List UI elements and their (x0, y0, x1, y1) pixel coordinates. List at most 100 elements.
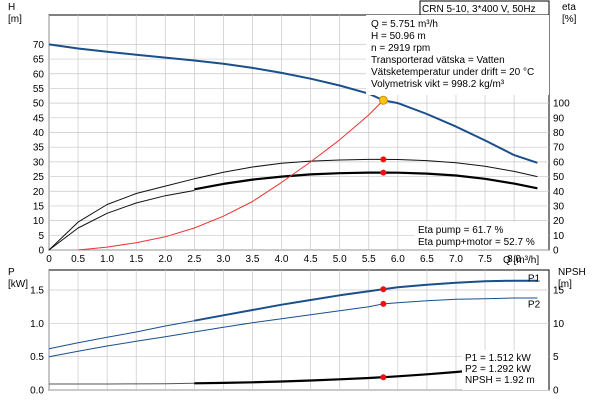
data-point (380, 374, 387, 381)
eta-box (414, 222, 548, 249)
p-tick-label: 0.0 (30, 386, 44, 397)
info-line: Volymetrisk vikt = 998.2 kg/m³ (371, 79, 505, 90)
upper-y-label-left: H [m] (8, 2, 22, 25)
y-left-tick-label: 20 (33, 187, 45, 198)
npsh-tick-label: 15 (553, 286, 565, 297)
curve-label: P2 (528, 300, 541, 311)
data-point (380, 169, 387, 176)
operating-point-info: Q = 5.751 m³/hH = 50.96 mn = 2919 rpmTra… (371, 19, 534, 90)
y-left-tick-label: 5 (38, 231, 44, 242)
x-tick-label: 2.0 (158, 254, 172, 265)
x-tick-label: 1.5 (129, 254, 143, 265)
power-info-line: NPSH = 1.92 m (465, 375, 535, 386)
y-right-tick-label: 0 (553, 246, 559, 257)
data-point (380, 286, 387, 293)
y-right-tick-label: 70 (553, 143, 565, 154)
p-tick-label: 1.5 (30, 286, 44, 297)
lower-grid (48, 270, 549, 391)
info-line: Vätsketemperatur under drift = 20 °C (371, 67, 534, 78)
x-tick-label: 6.5 (420, 254, 434, 265)
upper-right-tick-labels: 0 10 20 30 40 50 60 70 80 90 100 (553, 99, 570, 257)
x-tick-label: 8.0 (507, 254, 521, 265)
lower-point-group (380, 286, 387, 381)
power-info-line: P1 = 1.512 kW (465, 353, 531, 364)
y-left-tick-label: 25 (33, 172, 45, 183)
x-tick-label: 0 (46, 254, 52, 265)
y-right-tick-label: 80 (553, 128, 565, 139)
data-point (380, 156, 387, 163)
upper-x-label: Q [m³/h] (503, 255, 539, 266)
series-line (194, 279, 538, 322)
y-right-tick-label: 60 (553, 157, 565, 168)
y-left-tick-label: 30 (33, 157, 45, 168)
power-info-box (462, 350, 548, 390)
y-left-tick-label: 40 (33, 128, 45, 139)
info-line: Q = 5.751 m³/h (371, 19, 438, 30)
series-line (48, 43, 538, 164)
x-tick-label: 4.5 (304, 254, 318, 265)
data-point (380, 300, 387, 307)
p-tick-label: 1.0 (30, 319, 44, 330)
info-line: Transporterad vätska = Vatten (371, 55, 505, 66)
info-box (366, 15, 549, 95)
y-left-tick-label: 10 (33, 216, 45, 227)
y-left-tick-label: 35 (33, 143, 45, 154)
eta-line: Eta pump = 61.7 % (418, 225, 503, 236)
series-line (49, 382, 195, 385)
npsh-tick-label: 5 (553, 352, 559, 363)
y-right-tick-label: 30 (553, 201, 565, 212)
y-right-tick-label: 40 (553, 187, 565, 198)
upper-y-label-right: eta [%] (562, 2, 577, 25)
npsh-tick-label: 10 (553, 319, 565, 330)
x-tick-label: 0.5 (71, 254, 85, 265)
x-tick-label: 5.0 (333, 254, 347, 265)
y-right-tick-label: 90 (553, 113, 565, 124)
y-left-tick-label: 55 (33, 84, 45, 95)
series-line (48, 320, 195, 350)
lower-right-tick-labels: 0 5 10 15 (553, 286, 565, 397)
curve-label: P1 (528, 274, 541, 285)
x-tick-label: 7.0 (449, 254, 463, 265)
y-left-tick-label: 70 (33, 40, 45, 51)
info-line: H = 50.96 m (371, 31, 426, 42)
x-tick-label: 3.5 (246, 254, 260, 265)
y-right-tick-label: 10 (553, 231, 565, 242)
p-tick-label: 0.5 (30, 352, 44, 363)
info-line: n = 2919 rpm (371, 43, 430, 54)
y-right-tick-label: 20 (553, 216, 565, 227)
lower-left-tick-labels: 0.0 0.5 1.0 1.5 (30, 286, 44, 397)
series-line (194, 171, 538, 191)
x-tick-label: 1.0 (100, 254, 114, 265)
upper-x-tick-labels: 0 0.5 1.0 1.5 2.0 2.5 3.0 3.5 4.0 4.5 5.0 5.5 6.0 6.5… (46, 254, 521, 265)
lower-curve-labels: P1 P2 (528, 274, 541, 311)
y-left-tick-label: 60 (33, 69, 45, 80)
lower-y-label-right: NPSH [m] (558, 267, 586, 290)
eta-line: Eta pump+motor = 52.7 % (418, 237, 535, 248)
power-info-line: P2 = 1.292 kW (465, 364, 531, 375)
series-line (78, 99, 384, 251)
x-tick-label: 5.5 (362, 254, 376, 265)
upper-left-tick-labels: 0 5 10 15 20 25 30 35 40 45 50 55 60 65 70 (33, 40, 45, 257)
npsh-tick-label: 0 (553, 386, 559, 397)
series-line (48, 297, 538, 358)
lower-y-label-left: P [kW] (8, 267, 28, 290)
x-tick-label: 3.0 (216, 254, 230, 265)
series-line (48, 158, 538, 251)
y-left-tick-label: 50 (33, 99, 45, 110)
series-line (48, 190, 195, 251)
data-point (378, 95, 388, 105)
y-left-tick-label: 65 (33, 55, 45, 66)
upper-point-group (378, 95, 388, 176)
y-left-tick-label: 45 (33, 113, 45, 124)
upper-series-group (48, 43, 538, 251)
chart-title: CRN 5-10, 3*400 V, 50Hz (422, 4, 536, 15)
y-right-tick-label: 100 (553, 99, 570, 110)
y-left-tick-label: 0 (38, 246, 44, 257)
x-tick-label: 4.0 (275, 254, 289, 265)
x-tick-label: 2.5 (187, 254, 201, 265)
x-tick-label: 6.0 (391, 254, 405, 265)
y-left-tick-label: 15 (33, 201, 45, 212)
